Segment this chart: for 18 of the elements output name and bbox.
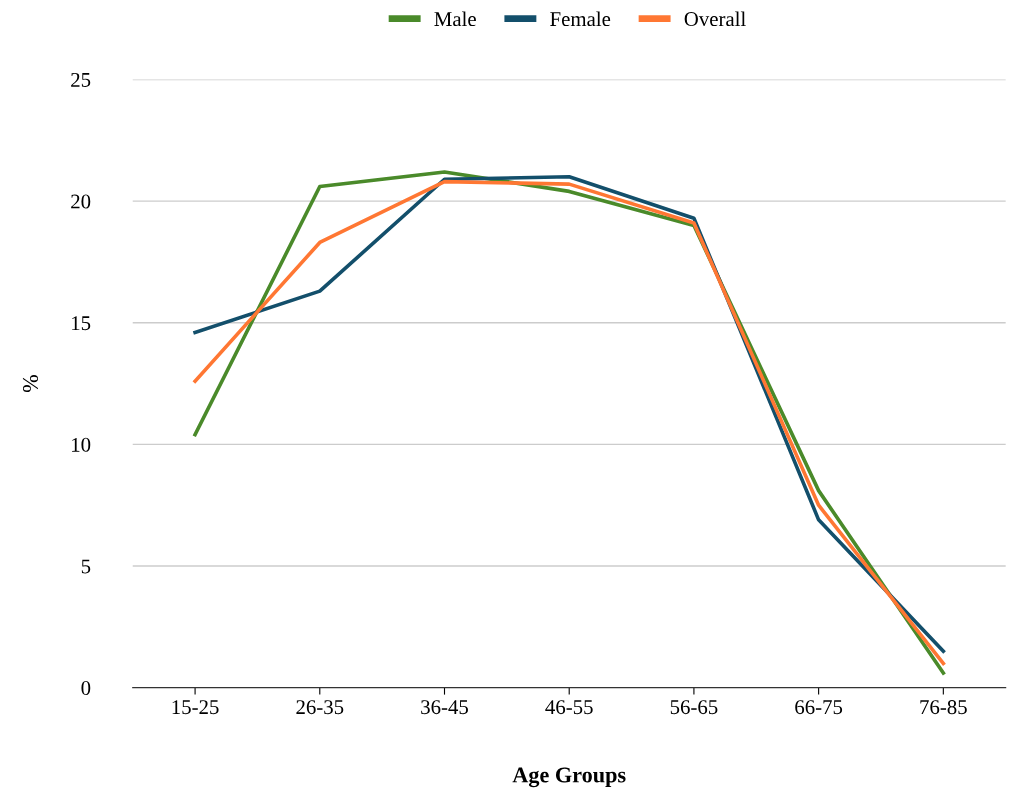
legend-label: Overall: [684, 11, 746, 27]
y-tick-label: 25: [71, 72, 91, 87]
y-axis-title: %: [22, 375, 39, 393]
legend-label: Male: [434, 11, 476, 27]
legend-label: Female: [550, 11, 611, 27]
x-tick-label: 36-45: [421, 700, 468, 715]
y-tick-label: 0: [81, 681, 91, 696]
x-tick-label: 26-35: [296, 700, 344, 715]
x-axis-title: Age Groups: [512, 767, 626, 788]
y-tick-label: 15: [72, 316, 91, 331]
x-tick-label: 56-65: [670, 700, 718, 715]
x-tick-label: 46-55: [545, 700, 593, 715]
x-tick-label: 15-25: [172, 700, 219, 715]
y-tick-label: 20: [71, 194, 91, 209]
x-tick-label: 76-85: [920, 700, 967, 715]
y-tick-label: 5: [81, 559, 91, 574]
x-tick-label: 66-75: [795, 700, 843, 715]
y-tick-label: 10: [72, 437, 91, 452]
